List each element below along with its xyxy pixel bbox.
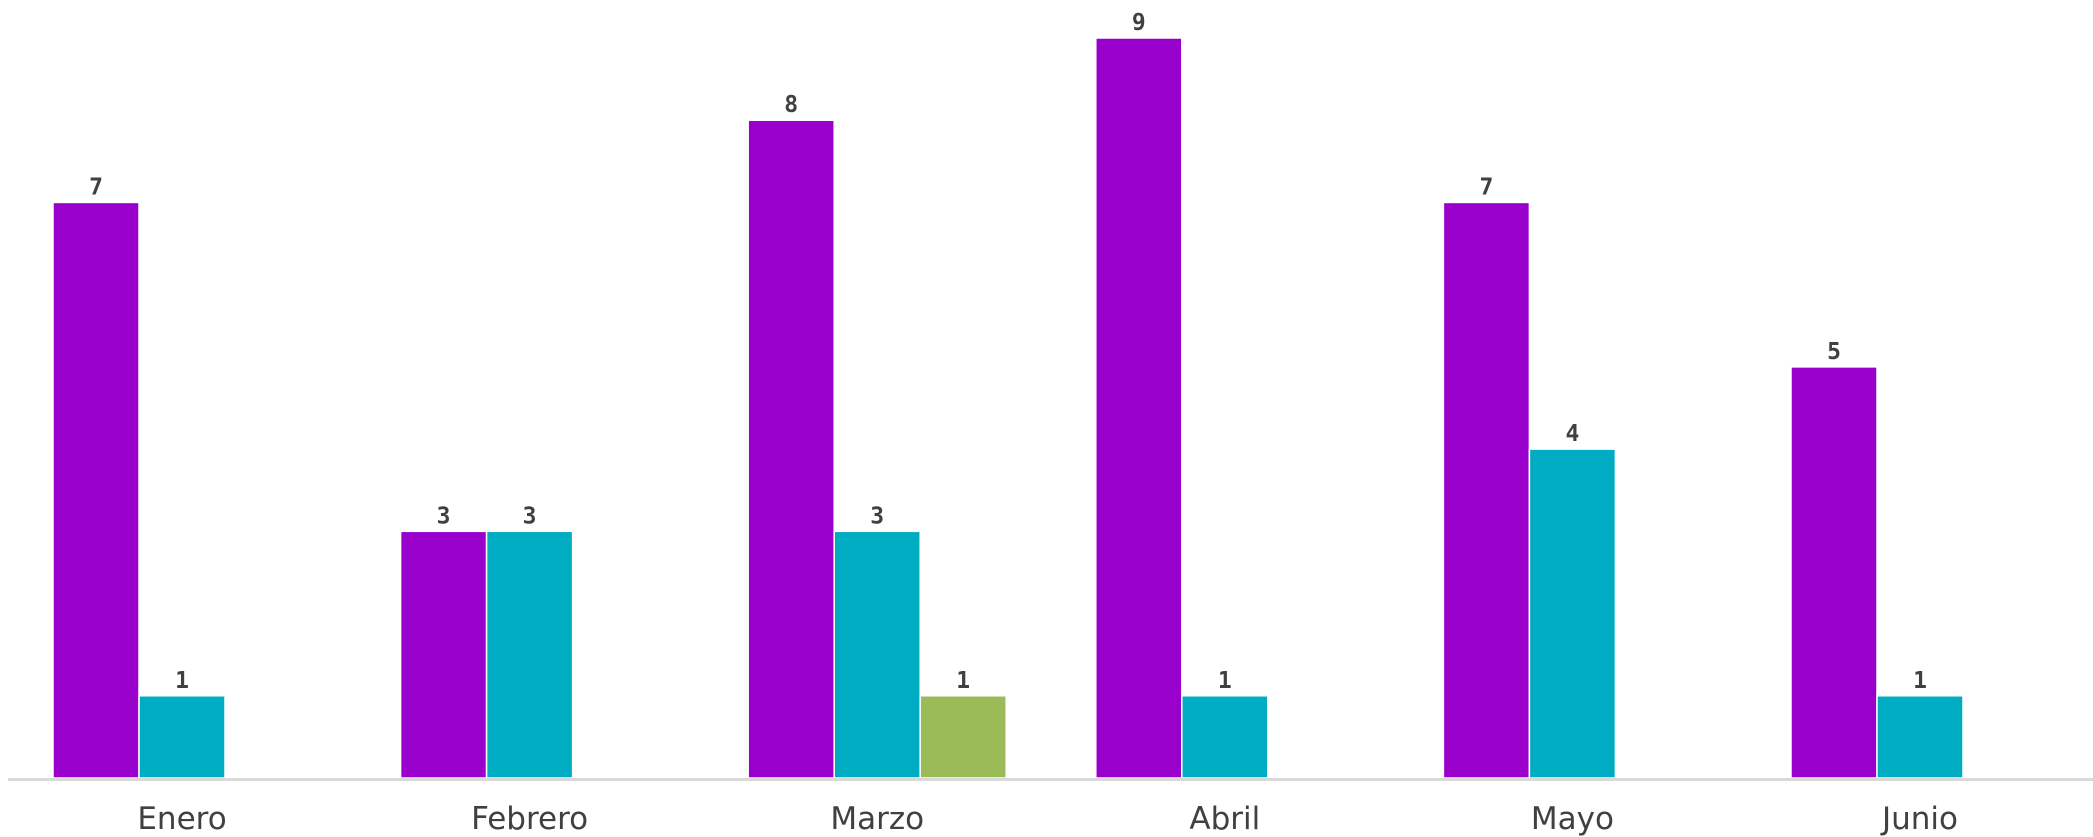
data-label-marzo-series-2: 3 [870,503,884,529]
data-label-enero-series-1: 7 [89,174,103,200]
bar-abril-series-2 [1181,695,1269,779]
bar-enero-series-2 [138,695,226,779]
bar-marzo-series-2 [833,530,921,779]
category-label-junio: Junio [1880,801,1958,837]
bar-abril-series-1 [1095,37,1183,779]
data-label-junio-series-1: 5 [1827,339,1841,365]
data-label-febrero-series-2: 3 [523,503,537,529]
category-labels-group: Enero Febrero Marzo Abril Mayo Junio [137,801,1958,837]
bar-mayo-series-1 [1442,201,1531,779]
data-label-abril-series-2: 1 [1218,668,1232,694]
data-label-febrero-series-1: 3 [437,503,451,529]
bar-mayo-series-2 [1528,448,1617,779]
bar-febrero-series-2 [485,530,574,779]
category-label-enero: Enero [137,801,226,837]
bar-marzo-series-1 [747,119,835,779]
bar-enero-series-1 [52,201,140,779]
data-label-junio-series-2: 1 [1913,668,1927,694]
data-label-mayo-series-1: 7 [1479,174,1493,200]
category-label-abril: Abril [1189,801,1260,837]
data-label-marzo-series-1: 8 [784,92,798,118]
bars-group [52,37,1964,779]
bar-junio-series-1 [1790,366,1878,779]
bar-marzo-series-3 [919,695,1007,779]
category-label-febrero: Febrero [471,801,588,837]
data-label-abril-series-1: 9 [1132,10,1146,36]
category-label-marzo: Marzo [830,801,924,837]
bar-febrero-series-1 [399,530,488,779]
data-label-enero-series-2: 1 [175,668,189,694]
category-label-mayo: Mayo [1531,801,1614,837]
data-label-mayo-series-2: 4 [1565,421,1579,447]
data-label-marzo-series-3: 1 [956,668,970,694]
bar-junio-series-2 [1876,695,1964,779]
